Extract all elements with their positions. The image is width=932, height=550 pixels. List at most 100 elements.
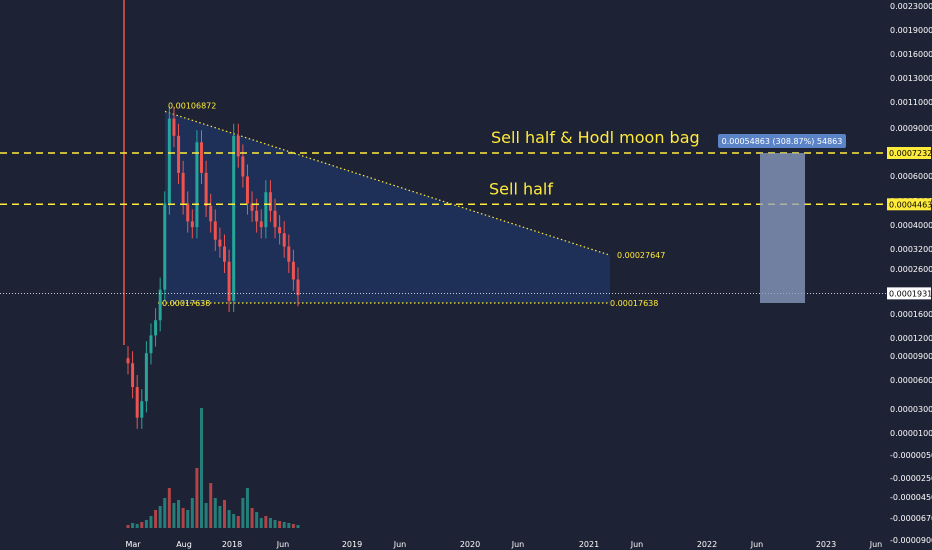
- volume-bar: [245, 488, 249, 528]
- price-tick-label: -0.00004500: [890, 493, 932, 502]
- volume-bar: [135, 524, 139, 528]
- sell-level-label: Sell half: [489, 179, 553, 198]
- time-tick-label: Jun: [630, 540, 644, 549]
- price-badge-label: 0.00044638: [889, 200, 932, 209]
- time-tick-label: 2023: [816, 540, 836, 549]
- triangle-upper-start-label: 0.00106872: [168, 101, 216, 110]
- price-badge: [887, 198, 931, 211]
- volume-layer: [126, 408, 300, 528]
- sell-level-label: Sell half & Hodl moon bag: [491, 128, 700, 147]
- price-tick-label: 0.00001000: [890, 429, 932, 438]
- price-tick-label: -0.00006700: [890, 514, 932, 523]
- candle-body: [177, 135, 181, 173]
- volume-bar: [167, 488, 171, 528]
- time-tick-label: Jun: [511, 540, 525, 549]
- candle-body: [264, 192, 268, 228]
- candle-body: [154, 320, 158, 336]
- candle-body: [181, 172, 185, 204]
- candle-body: [227, 261, 231, 301]
- volume-bar: [291, 524, 295, 528]
- volume-bar: [222, 500, 226, 528]
- volume-bar: [190, 498, 194, 528]
- candle-body: [241, 156, 245, 177]
- price-tick-label: -0.00000500: [890, 451, 932, 460]
- volume-bar: [131, 523, 135, 528]
- candle-body: [232, 135, 236, 301]
- candle-body: [278, 227, 282, 234]
- price-badge-label: 0.00019311: [889, 289, 932, 298]
- volume-bar: [163, 498, 167, 528]
- candle-body: [236, 135, 240, 157]
- volume-bar: [236, 516, 240, 528]
- volume-bar: [195, 468, 199, 528]
- volume-bar: [172, 503, 176, 528]
- volume-bar: [186, 510, 190, 528]
- candle-body: [186, 203, 190, 222]
- candle-body: [149, 335, 153, 354]
- candle-body: [158, 289, 162, 321]
- volume-bar: [227, 510, 231, 528]
- candle-body: [218, 239, 222, 247]
- volume-bar: [278, 521, 282, 528]
- candle-body: [140, 401, 144, 418]
- time-tick-label: Jun: [276, 540, 290, 549]
- projection-label: 0.00054863 (308.87%) 54863: [722, 137, 843, 146]
- volume-bar: [264, 516, 268, 528]
- candle-body: [190, 221, 194, 228]
- time-tick-label: Jun: [393, 540, 407, 549]
- candles-layer: [123, 0, 300, 429]
- time-tick-label: Jun: [869, 540, 883, 549]
- candle-body: [255, 210, 259, 222]
- candle-body: [204, 172, 208, 206]
- candle-body: [268, 192, 272, 211]
- volume-bar: [149, 516, 153, 528]
- volume-bar: [232, 514, 236, 528]
- candle-body: [135, 387, 139, 418]
- candle-body: [209, 205, 213, 222]
- volume-bar: [158, 506, 162, 528]
- price-badge-label: 0.00072321: [889, 149, 932, 158]
- volume-bar: [255, 512, 259, 528]
- candle-body: [282, 233, 286, 247]
- price-badge: [887, 287, 931, 300]
- volume-bar: [259, 518, 263, 528]
- candle-body: [167, 118, 171, 204]
- candle-body: [245, 176, 249, 204]
- time-axis[interactable]: Mar Aug 2018 Jun 2019 Jun 2020 Jun 2021 Jun 2022 Ju…: [125, 540, 882, 549]
- candle-body: [273, 210, 277, 228]
- candle-body: [222, 246, 226, 262]
- projection-box[interactable]: [760, 153, 805, 303]
- time-tick-label: Jun: [750, 540, 764, 549]
- price-tick-label: -0.00002500: [890, 474, 932, 483]
- volume-bar: [287, 523, 291, 528]
- time-tick-label: Mar: [125, 540, 141, 549]
- candle-body: [163, 203, 167, 290]
- drawing-layer: [158, 110, 611, 304]
- annotation-layer: Sell half & Hodl moon bag Sell half 0.0005…: [0, 101, 886, 308]
- volume-bar: [126, 525, 130, 528]
- volume-bar: [204, 503, 208, 528]
- volume-bar: [140, 522, 144, 528]
- time-tick-label: Aug: [176, 540, 192, 549]
- volume-bar: [200, 408, 204, 528]
- time-tick-label: 2020: [460, 540, 480, 549]
- candle-body: [144, 353, 148, 402]
- volume-bar: [177, 500, 181, 528]
- candle-body: [195, 142, 199, 228]
- volume-bar: [209, 483, 213, 528]
